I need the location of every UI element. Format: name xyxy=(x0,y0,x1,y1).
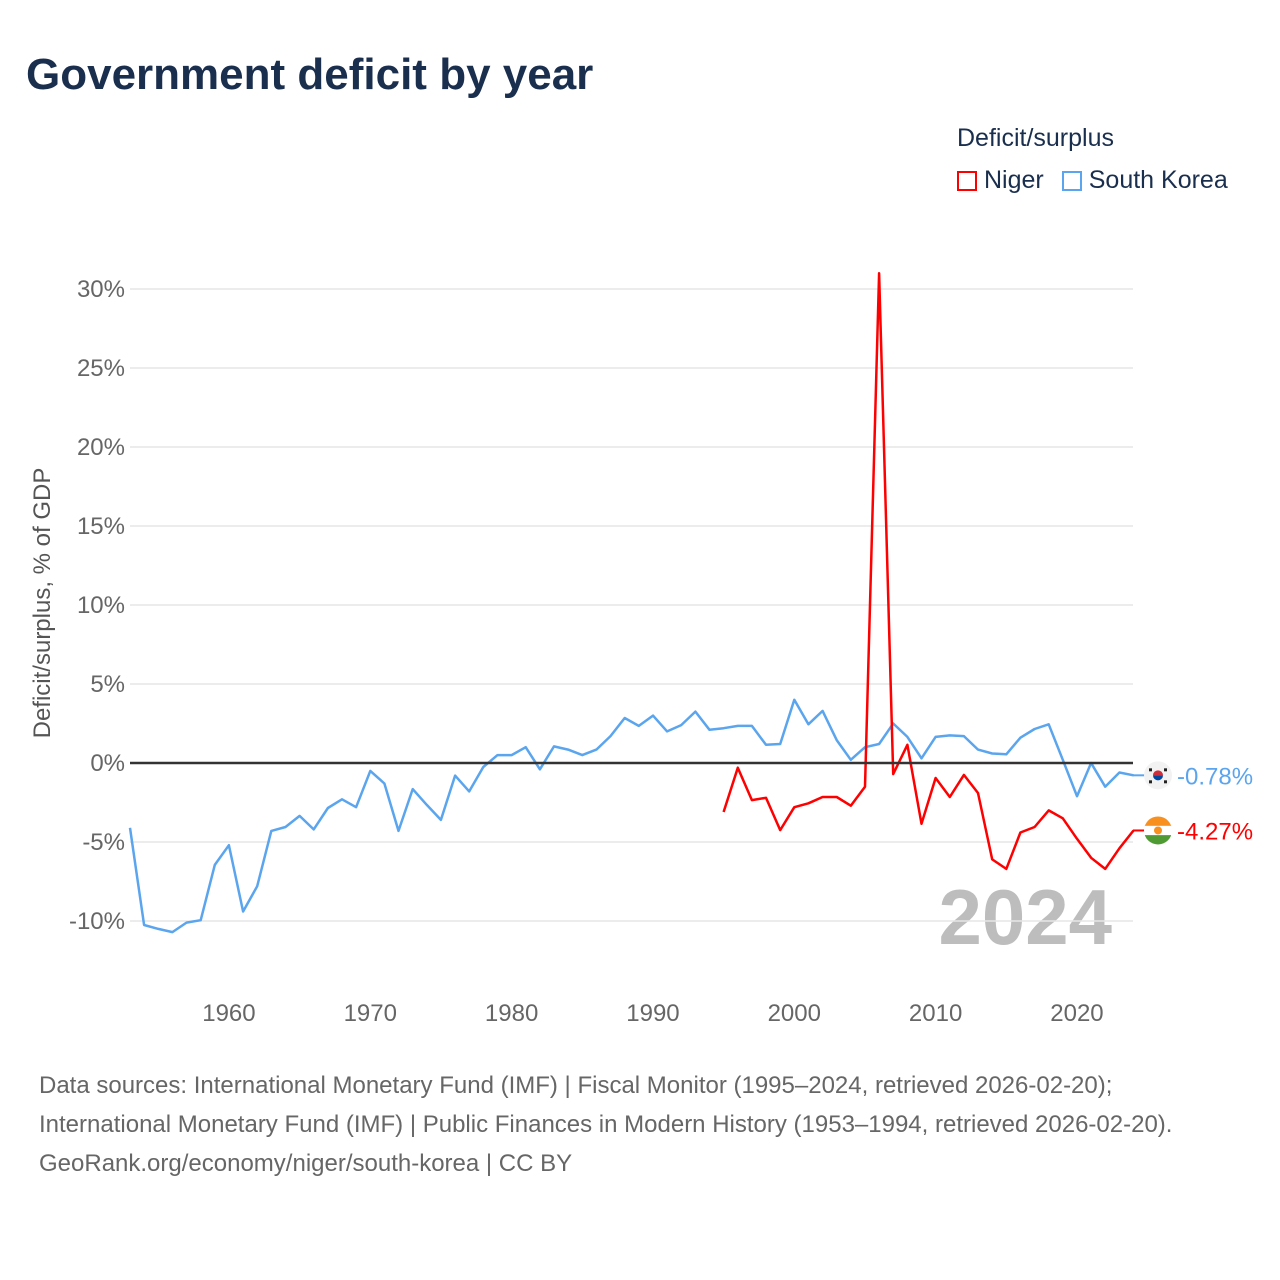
series-line-south-korea xyxy=(128,698,1134,934)
x-tick-label: 2010 xyxy=(909,1000,962,1027)
year-watermark: 2024 xyxy=(938,873,1112,961)
legend: Niger South Korea xyxy=(957,166,1228,195)
x-tick-label: 1970 xyxy=(344,1000,397,1027)
credit-link[interactable]: GeoRank.org/economy/niger/south-korea | … xyxy=(39,1150,573,1177)
legend-swatch-niger xyxy=(957,170,977,191)
x-tick-label: 1980 xyxy=(485,1000,538,1027)
legend-item-south-korea[interactable]: South Korea xyxy=(1061,166,1228,195)
data-sources: Data sources: International Monetary Fun… xyxy=(39,1072,1173,1138)
legend-label: South Korea xyxy=(1088,166,1228,194)
flag-icon-south-korea xyxy=(1144,761,1172,790)
flag-icon-niger xyxy=(1144,816,1172,845)
chart-title: Government deficit by year xyxy=(26,50,594,99)
y-tick-label: 20% xyxy=(77,434,125,461)
legend-swatch-south-korea xyxy=(1061,170,1082,191)
footer: Data sources: International Monetary Fun… xyxy=(39,1066,1239,1183)
y-axis-label: Deficit/surplus, % of GDP xyxy=(29,468,56,739)
legend-item-niger[interactable]: Niger xyxy=(957,166,1044,195)
y-tick-label: 30% xyxy=(77,276,125,303)
x-tick-label: 2000 xyxy=(768,1000,821,1027)
y-tick-label: -10% xyxy=(69,908,125,935)
x-tick-label: 2020 xyxy=(1050,1000,1103,1027)
y-tick-label: 5% xyxy=(90,671,125,698)
y-tick-label: 0% xyxy=(90,750,125,777)
series-line-niger xyxy=(722,271,1135,871)
y-tick-label: 10% xyxy=(77,592,125,619)
legend-title: Deficit/surplus xyxy=(957,124,1114,152)
y-tick-label: 15% xyxy=(77,513,125,540)
y-tick-label: -5% xyxy=(82,829,125,856)
legend-label: Niger xyxy=(984,166,1044,194)
x-tick-label: 1960 xyxy=(202,1000,255,1027)
y-tick-label: 25% xyxy=(77,355,125,382)
x-tick-label: 1990 xyxy=(626,1000,679,1027)
end-value-label-south-korea: -0.78% xyxy=(1177,763,1253,790)
end-value-label-niger: -4.27% xyxy=(1177,818,1253,845)
line-chart: 2024 -10% -5% 0% 5% 10% 15% 20% 25% 30% 1960 1970 19… xyxy=(29,271,1253,1027)
